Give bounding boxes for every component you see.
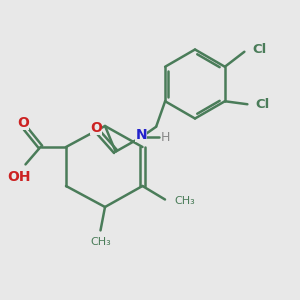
Text: Cl: Cl	[255, 98, 269, 111]
Text: Cl: Cl	[252, 43, 266, 56]
Text: CH₃: CH₃	[90, 237, 111, 247]
Text: O: O	[90, 121, 102, 135]
Text: O: O	[17, 116, 29, 130]
Text: H: H	[161, 131, 170, 144]
Text: CH₃: CH₃	[175, 196, 195, 206]
Text: N: N	[135, 128, 147, 142]
Text: OH: OH	[7, 170, 31, 184]
